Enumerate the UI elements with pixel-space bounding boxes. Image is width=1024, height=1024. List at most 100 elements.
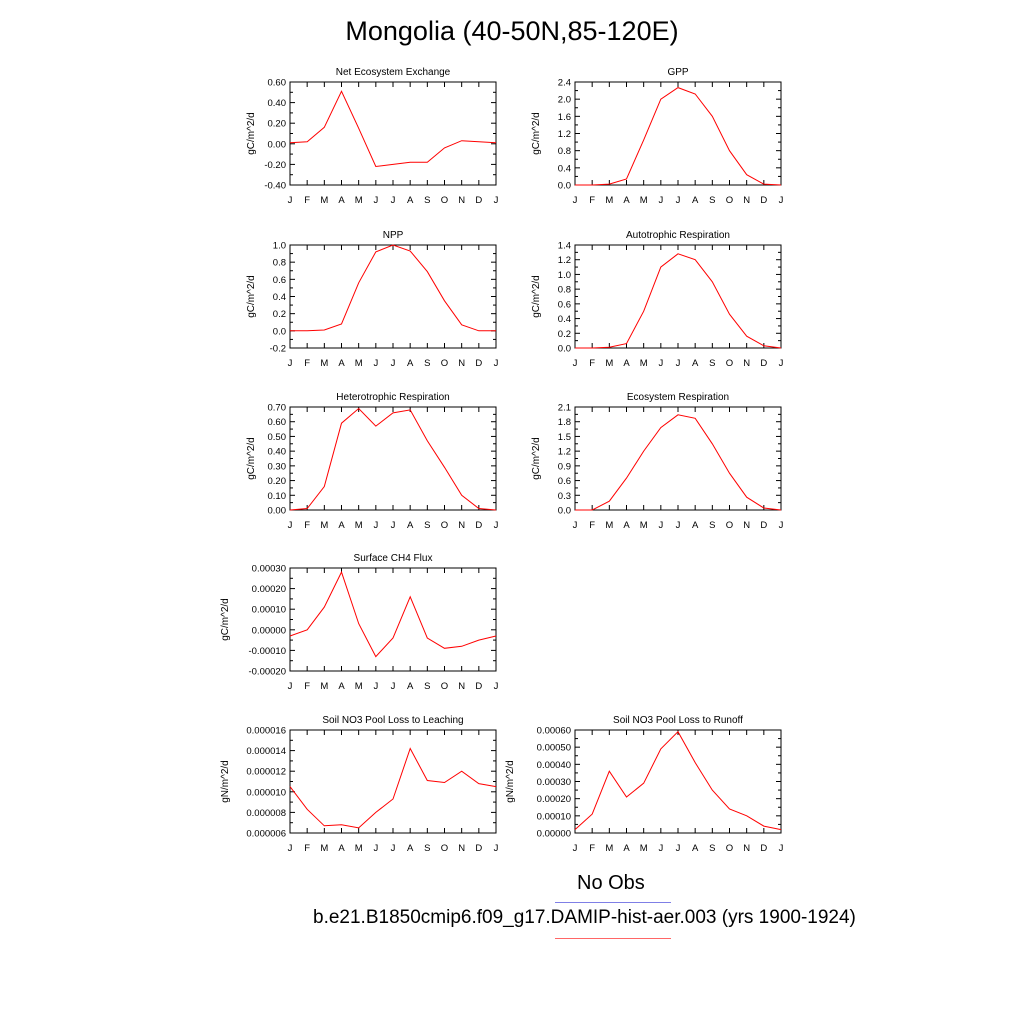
y-tick-label: 0.00020 xyxy=(252,584,286,595)
y-tick-label: 0.20 xyxy=(268,119,287,130)
x-tick-label: F xyxy=(589,358,595,369)
x-tick-label: S xyxy=(709,520,715,531)
x-tick-label: M xyxy=(640,195,648,206)
y-tick-label: 1.0 xyxy=(558,270,571,281)
chart-nee: Net Ecosystem Exchange gC/m^2/d 0.60 0.40 0.… xyxy=(246,67,499,206)
x-tick-label: D xyxy=(475,520,482,531)
y-tick-label: 0.40 xyxy=(268,447,287,458)
legend-model-label: b.e21.B1850cmip6.f09_g17.DAMIP-hist-aer.… xyxy=(313,907,856,928)
x-tick-label: D xyxy=(475,681,482,692)
y-tick-label: 0.00030 xyxy=(537,777,571,788)
x-tick-label: S xyxy=(424,520,430,531)
x-tick-label: A xyxy=(623,843,630,854)
y-tick-label: 0.000014 xyxy=(246,746,286,757)
y-axis-label: gC/m^2/d xyxy=(531,437,542,480)
x-tick-label: N xyxy=(458,358,465,369)
y-tick-label: 1.5 xyxy=(558,432,571,443)
x-tick-label: N xyxy=(743,358,750,369)
x-tick-label: M xyxy=(320,195,328,206)
x-tick-label: O xyxy=(726,843,733,854)
x-tick-label: F xyxy=(304,681,310,692)
series-line xyxy=(575,253,782,349)
y-tick-label: -0.40 xyxy=(264,181,286,192)
series-line xyxy=(289,90,497,168)
x-tick-label: S xyxy=(709,358,715,369)
x-tick-label: A xyxy=(692,195,699,206)
y-tick-label: 0.40 xyxy=(268,98,287,109)
plot-frame xyxy=(574,244,782,349)
y-tick-label: -0.00010 xyxy=(248,646,286,657)
y-tick-label: 0.00060 xyxy=(537,726,571,737)
x-tick-label: A xyxy=(692,843,699,854)
x-tick-label: O xyxy=(726,195,733,206)
y-tick-label: 2.1 xyxy=(558,403,571,414)
plot-frame xyxy=(574,81,782,186)
x-tick-label: J xyxy=(779,358,784,369)
x-tick-label: M xyxy=(605,195,613,206)
x-tick-label: S xyxy=(709,843,715,854)
x-tick-label: O xyxy=(441,681,448,692)
x-tick-label: S xyxy=(424,843,430,854)
y-tick-label: 0.70 xyxy=(268,403,287,414)
x-tick-label: F xyxy=(589,843,595,854)
x-tick-label: J xyxy=(494,358,499,369)
x-tick-label: J xyxy=(494,520,499,531)
x-tick-label: M xyxy=(355,195,363,206)
x-tick-label: F xyxy=(304,520,310,531)
x-tick-label: J xyxy=(288,358,293,369)
x-tick-label: N xyxy=(458,681,465,692)
x-tick-label: J xyxy=(779,195,784,206)
chart-title: Ecosystem Respiration xyxy=(627,392,729,403)
y-axis-label: gN/m^2/d xyxy=(220,760,231,803)
y-tick-label: 0.8 xyxy=(558,285,571,296)
y-tick-label: 0.00020 xyxy=(537,794,571,805)
x-tick-label: M xyxy=(355,358,363,369)
series-line xyxy=(289,407,497,511)
y-tick-label: 0.50 xyxy=(268,432,287,443)
x-tick-label: O xyxy=(441,520,448,531)
y-tick-label: 0.4 xyxy=(558,163,571,174)
x-tick-label: A xyxy=(623,358,630,369)
y-tick-label: 0.6 xyxy=(273,275,286,286)
x-tick-label: N xyxy=(458,520,465,531)
x-tick-label: J xyxy=(373,358,378,369)
y-tick-label: 1.0 xyxy=(273,241,286,252)
x-tick-label: J xyxy=(573,195,578,206)
series-line xyxy=(575,87,782,186)
chart-title: Soil NO3 Pool Loss to Leaching xyxy=(322,715,463,726)
chart-title: Heterotrophic Respiration xyxy=(336,392,449,403)
chart-hr: Heterotrophic Respiration gC/m^2/d 0.70 0.6… xyxy=(246,392,499,531)
x-tick-label: J xyxy=(573,358,578,369)
x-tick-label: J xyxy=(373,681,378,692)
y-tick-label: 2.0 xyxy=(558,95,571,106)
y-tick-label: 0.20 xyxy=(268,476,287,487)
x-tick-label: F xyxy=(304,358,310,369)
x-tick-label: J xyxy=(676,520,681,531)
x-tick-label: A xyxy=(407,195,414,206)
x-tick-label: J xyxy=(676,358,681,369)
y-tick-label: 1.2 xyxy=(558,255,571,266)
y-tick-label: 0.8 xyxy=(273,258,286,269)
y-tick-label: 0.00030 xyxy=(252,564,286,575)
y-tick-label: 0.4 xyxy=(558,314,571,325)
y-tick-label: 0.00 xyxy=(268,139,287,150)
x-tick-label: F xyxy=(304,195,310,206)
y-axis-label: gC/m^2/d xyxy=(246,112,257,155)
x-tick-label: J xyxy=(676,843,681,854)
y-axis-label: gC/m^2/d xyxy=(246,275,257,318)
x-tick-label: S xyxy=(424,681,430,692)
x-tick-label: A xyxy=(338,195,345,206)
y-tick-label: 2.4 xyxy=(558,78,571,89)
y-axis-label: gC/m^2/d xyxy=(220,598,231,641)
y-axis-label: gN/m^2/d xyxy=(505,760,516,803)
x-tick-label: J xyxy=(288,520,293,531)
plot-frame xyxy=(289,729,497,834)
x-tick-label: J xyxy=(373,520,378,531)
x-tick-label: A xyxy=(338,681,345,692)
chart-title: Soil NO3 Pool Loss to Runoff xyxy=(613,715,743,726)
y-tick-label: 0.000006 xyxy=(246,829,286,840)
y-tick-label: 0.6 xyxy=(558,476,571,487)
plot-frame xyxy=(289,406,497,511)
x-tick-label: J xyxy=(391,195,396,206)
